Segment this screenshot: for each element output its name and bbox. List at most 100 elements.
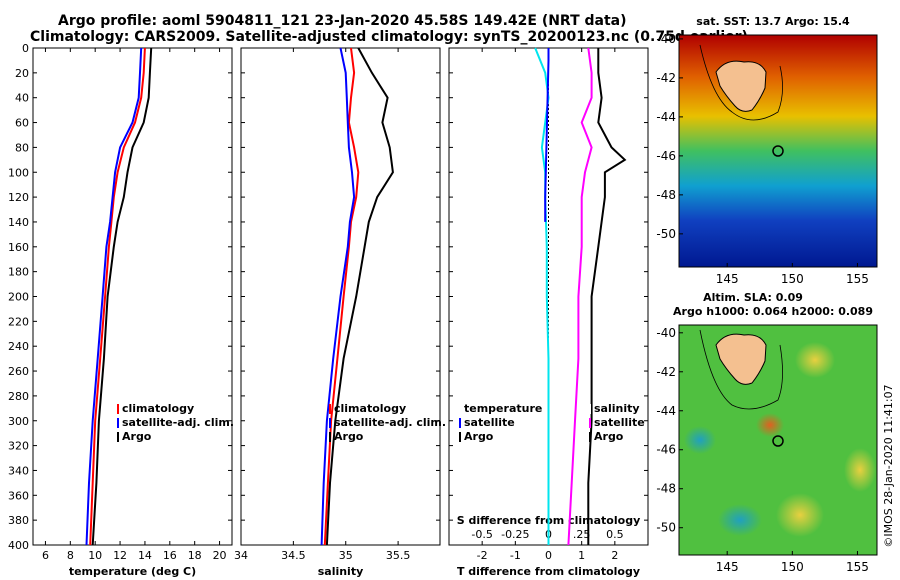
y-tick-label: 120 [8,191,29,204]
plot-title-line2: Climatology: CARS2009. Satellite-adjuste… [30,29,748,45]
temperature-panel: 0 20 40 60 80 100 120 140 160 180 200 220 240 260 280 3… [8,42,234,578]
y-tick-label: 340 [8,464,29,477]
x-tick-label: 14 [138,549,152,562]
sla-anomaly-high [776,493,824,537]
series-line-climatology [323,47,360,546]
legend-entry: satellite-adj. clim. [334,416,446,429]
y-tick-label: 240 [8,340,29,353]
series-line-argo [325,47,394,546]
y-tick-label: 160 [8,241,29,254]
map-y-tick-label: -48 [656,482,676,496]
map-y-tick-label: -40 [656,326,676,340]
x-tick-label: 8 [67,549,74,562]
sla-anomaly-high [756,413,784,437]
map-y-tick-label: -40 [656,32,676,46]
y-tick-label: 360 [8,489,29,502]
map-x-tick-label: 145 [716,560,739,574]
sla-map: Altim. SLA: 0.09 Argo h1000: 0.064 h2000… [656,291,878,574]
x-tick-label: -2 [477,549,488,562]
sla-anomaly-low [684,426,716,454]
series-line-s-satellite [544,48,550,222]
map-x-tick-label: 155 [846,272,869,286]
x-tick-label: 35.5 [386,549,411,562]
x-tick-label: 6 [42,549,49,562]
argo-location-marker [772,435,784,447]
salinity-panel: 34 34.5 35 35.5 salinity climatologysatellite… [234,47,446,578]
map-y-tick-label: -50 [656,521,676,535]
legend-entry: temperature [464,402,542,415]
map-x-tick-label: 150 [781,560,804,574]
s-diff-tick-label: 0.5 [606,528,624,541]
x-axis-label: temperature (deg C) [69,565,196,578]
map-x-tick-label: 145 [716,272,739,286]
y-tick-label: 0 [22,42,29,55]
map-y-tick-label: -46 [656,149,676,163]
s-diff-tick-label: -0.5 [471,528,492,541]
map-y-tick-label: -46 [656,443,676,457]
series-line-argo [91,47,153,546]
y-tick-label: 280 [8,390,29,403]
x-tick-label: 20 [213,549,227,562]
sla-map-title: Altim. SLA: 0.09 [703,291,803,304]
bathymetry-contour [699,44,783,121]
y-tick-label: 300 [8,415,29,428]
legend-entry: climatology [334,402,406,415]
map-y-tick-label: -44 [656,110,676,124]
legend-entry: Argo [122,430,152,443]
y-tick-label: 380 [8,514,29,527]
legend-entry: Argo [594,430,624,443]
legend-entry: satellite [594,416,645,429]
x-axis-label: T difference from climatology [457,565,640,578]
s-diff-tick-label: -0.25 [501,528,529,541]
sla-anomaly-low [718,504,762,536]
y-tick-label: 400 [8,539,29,552]
legend-entry: Argo [464,430,494,443]
sst-map-title: sat. SST: 13.7 Argo: 15.4 [696,15,850,28]
legend-entry: satellite [464,416,515,429]
x-tick-label: 34.5 [281,549,306,562]
y-tick-label: 260 [8,365,29,378]
series-line-t-argo [587,48,627,545]
series-line-s-argo [567,47,593,546]
sla-map-argo-heights: Argo h1000: 0.064 h2000: 0.089 [673,305,873,318]
x-tick-label: -1 [510,549,521,562]
x-tick-label: 16 [163,549,177,562]
sst-field [679,35,877,267]
map-x-tick-label: 150 [781,272,804,286]
s-diff-tick-label: .25 [573,528,591,541]
x-tick-label: 34 [234,549,248,562]
x-tick-label: 18 [188,549,202,562]
map-y-tick-label: -48 [656,188,676,202]
y-tick-label: 140 [8,216,29,229]
legend-entry: salinity [594,402,640,415]
map-x-tick-label: 155 [846,560,869,574]
y-tick-label: 40 [15,92,29,105]
legend-entry: climatology [122,402,194,415]
argo-location-marker [772,145,784,157]
y-tick-label: 60 [15,117,29,130]
sla-map-frame [678,324,878,556]
tasmania-landmass [715,333,767,385]
x-tick-label: 10 [88,549,102,562]
legend-entry: Argo [334,430,364,443]
y-tick-label: 220 [8,315,29,328]
sst-map-frame [678,34,878,268]
y-tick-label: 320 [8,440,29,453]
y-tick-label: 100 [8,166,29,179]
x-tick-label: 12 [113,549,127,562]
tasmania-landmass [715,60,767,112]
x-tick-label: 2 [611,549,618,562]
map-y-tick-label: -44 [656,404,676,418]
y-tick-label: 80 [15,141,29,154]
x-tick-label: 1 [578,549,585,562]
legend-entry: satellite-adj. clim. [122,416,234,429]
y-tick-label: 180 [8,266,29,279]
map-y-tick-label: -50 [656,227,676,241]
sla-anomaly-high [795,342,835,378]
sla-anomaly-high [844,448,876,492]
x-axis-label: salinity [318,565,364,578]
map-y-tick-label: -42 [656,71,676,85]
series-line-satellite-adj--clim- [85,47,143,546]
